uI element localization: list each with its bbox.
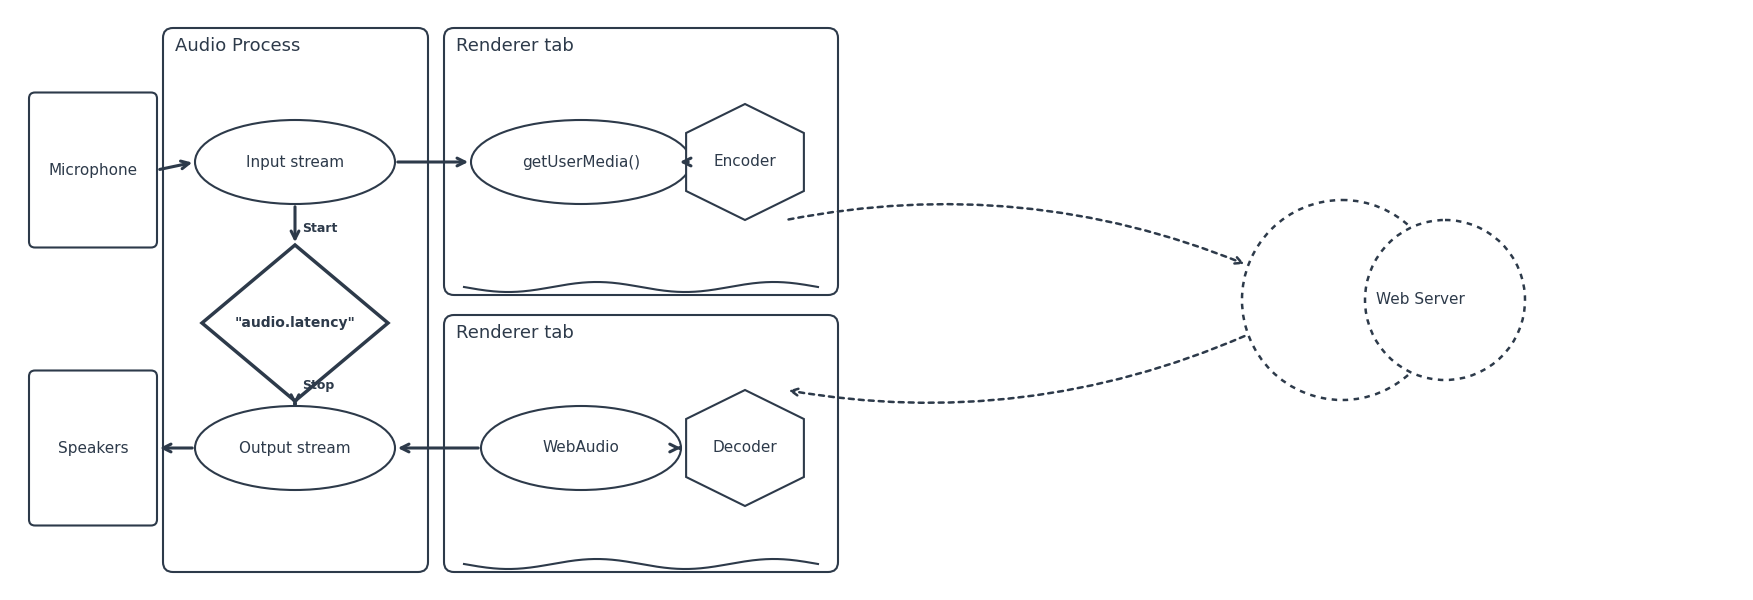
Text: getUserMedia(): getUserMedia() — [522, 154, 640, 169]
Ellipse shape — [480, 406, 680, 490]
FancyBboxPatch shape — [163, 28, 428, 572]
Circle shape — [1241, 200, 1443, 400]
FancyBboxPatch shape — [30, 370, 158, 526]
Ellipse shape — [472, 120, 691, 204]
Text: Microphone: Microphone — [49, 163, 137, 178]
FancyBboxPatch shape — [444, 315, 838, 572]
Polygon shape — [685, 104, 805, 220]
Text: Input stream: Input stream — [245, 154, 344, 169]
Text: Stop: Stop — [302, 379, 335, 392]
Circle shape — [1366, 220, 1525, 380]
Text: "audio.latency": "audio.latency" — [235, 316, 356, 330]
Text: Renderer tab: Renderer tab — [456, 37, 573, 55]
Text: Encoder: Encoder — [713, 154, 777, 169]
FancyBboxPatch shape — [444, 28, 838, 295]
Text: Speakers: Speakers — [58, 440, 128, 455]
Polygon shape — [202, 245, 387, 401]
Text: Output stream: Output stream — [238, 440, 351, 455]
Text: Web Server: Web Server — [1376, 292, 1464, 307]
Text: Renderer tab: Renderer tab — [456, 324, 573, 342]
Text: WebAudio: WebAudio — [543, 440, 619, 455]
Text: Audio Process: Audio Process — [175, 37, 300, 55]
FancyBboxPatch shape — [30, 92, 158, 247]
Text: Decoder: Decoder — [713, 440, 777, 455]
Text: Start: Start — [302, 221, 337, 235]
Ellipse shape — [195, 406, 394, 490]
Polygon shape — [685, 390, 805, 506]
Ellipse shape — [195, 120, 394, 204]
